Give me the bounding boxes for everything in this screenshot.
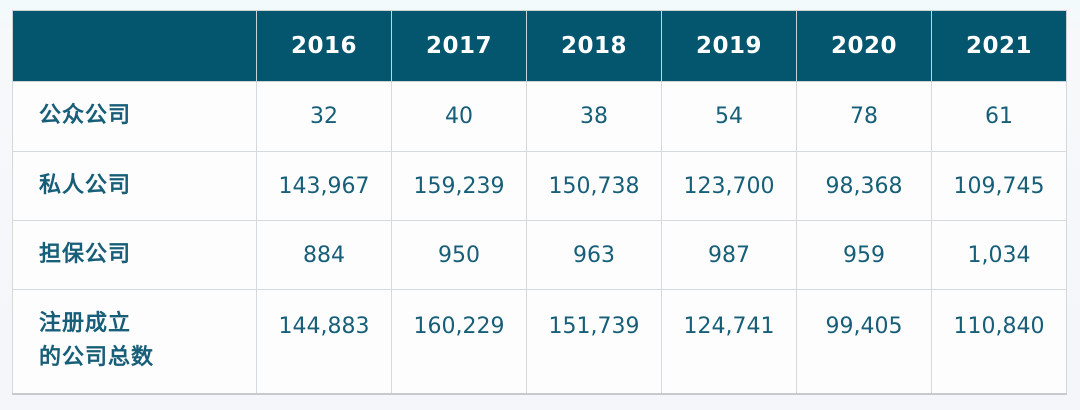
value-cell: 99,405 (796, 289, 932, 394)
table-row-private-companies: 私人公司 143,967 159,239 150,738 123,700 98,… (12, 151, 1067, 221)
value-cell: 150,738 (526, 151, 662, 221)
row-label-line-1: 注册成立 (39, 311, 132, 337)
value-cell: 38 (526, 81, 662, 152)
row-label: 担保公司 (12, 220, 257, 290)
year-column-header-2017: 2017 (391, 10, 527, 82)
value-cell: 40 (391, 81, 527, 152)
value-cell: 32 (256, 81, 392, 152)
value-cell: 987 (661, 220, 797, 290)
year-column-header-2016: 2016 (256, 10, 392, 82)
value-cell: 123,700 (661, 151, 797, 221)
value-cell: 144,883 (256, 289, 392, 394)
company-registrations-table: 2016 2017 2018 2019 2020 2021 公众公司 32 40… (12, 10, 1067, 395)
table-row-guarantee-companies: 担保公司 884 950 963 987 959 1,034 (12, 220, 1067, 290)
value-cell: 124,741 (661, 289, 797, 394)
value-cell: 160,229 (391, 289, 527, 394)
value-cell: 109,745 (931, 151, 1067, 221)
table-row-public-companies: 公众公司 32 40 38 54 78 61 (12, 81, 1067, 152)
value-cell: 159,239 (391, 151, 527, 221)
year-column-header-2018: 2018 (526, 10, 662, 82)
row-label: 注册成立 的公司总数 (12, 289, 257, 394)
header-row: 2016 2017 2018 2019 2020 2021 (12, 10, 1067, 82)
value-cell: 61 (931, 81, 1067, 152)
value-cell: 151,739 (526, 289, 662, 394)
value-cell: 143,967 (256, 151, 392, 221)
value-cell: 54 (661, 81, 797, 152)
table-row-total-incorporated: 注册成立 的公司总数 144,883 160,229 151,739 124,7… (12, 289, 1067, 394)
value-cell: 110,840 (931, 289, 1067, 394)
year-column-header-2020: 2020 (796, 10, 932, 82)
value-cell: 98,368 (796, 151, 932, 221)
value-cell: 959 (796, 220, 932, 290)
row-label: 公众公司 (12, 81, 257, 152)
value-cell: 1,034 (931, 220, 1067, 290)
value-cell: 963 (526, 220, 662, 290)
row-label-line-2: 的公司总数 (39, 345, 155, 371)
year-column-header-2019: 2019 (661, 10, 797, 82)
row-label-column-header (12, 10, 257, 82)
value-cell: 884 (256, 220, 392, 290)
value-cell: 950 (391, 220, 527, 290)
year-column-header-2021: 2021 (931, 10, 1067, 82)
row-label: 私人公司 (12, 151, 257, 221)
value-cell: 78 (796, 81, 932, 152)
